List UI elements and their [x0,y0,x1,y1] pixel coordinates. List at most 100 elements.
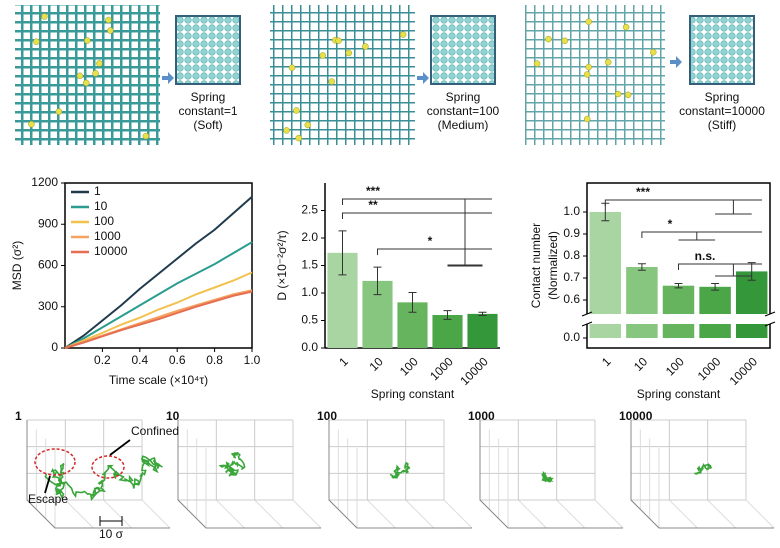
x-tick-label: 0.4 [131,353,148,367]
bar [662,285,695,338]
axis-frame [26,420,170,529]
annotation-arrow [44,439,131,494]
particle [583,115,591,123]
legend-label: 1000 [94,229,121,243]
lattice-image [270,5,415,145]
plot-frame [586,182,771,349]
trajectory [218,451,246,477]
top-row [15,5,755,145]
axis-break [581,314,776,324]
significance-bracket [604,199,762,215]
x-tick-label: 10000 [457,354,491,388]
y-tick-label: 0.9 [563,226,580,240]
error-bar [674,283,683,289]
particle [399,31,407,38]
grid-line [668,499,698,529]
y-tick-label: 0.8 [563,248,580,262]
y-tick-label: 0.0 [301,340,318,354]
bar [467,313,498,348]
axis-frame [479,420,623,529]
axis-frame [177,420,321,529]
grid-line [594,499,624,529]
inset-image [175,15,241,85]
grid-line [103,499,133,529]
grid-line [366,499,396,529]
particle [345,49,353,57]
grid-line [707,499,737,529]
panel-label: 1 [15,409,22,423]
significance-bracket [342,198,492,266]
legend-label: 100 [94,214,114,228]
inset-label: Spring [446,90,481,104]
trajectory-panel: 10 [166,409,322,529]
x-tick-label: 1 [336,354,351,369]
line [64,196,253,349]
y-tick-label: 300 [38,299,58,313]
particle [288,64,296,71]
y-tick-label: 0.7 [563,270,580,284]
y-tick-label: 0.0 [563,330,580,344]
x-tick-label: 1.0 [244,353,261,367]
y-axis-label: D (×10⁻²σ²/τ) [275,230,289,300]
line [64,241,253,349]
inset-label: Spring [705,90,740,104]
x-tick-label: 10 [367,354,387,374]
particle [533,60,541,67]
significance-label: *** [366,184,380,198]
particle [92,70,99,77]
grid-line [215,499,245,529]
grid-line [517,499,547,529]
grid-line [405,499,435,529]
particle [76,72,84,80]
trajectory [44,455,163,502]
bar [699,286,731,338]
lattice-image [15,5,160,145]
scale-bar [99,516,123,526]
grid-line [556,499,586,529]
significance-bracket [377,248,492,267]
error-bar [443,310,452,320]
significance-bracket [678,263,762,277]
particle [335,37,342,44]
significance-label: ** [368,198,378,212]
particle [362,43,369,50]
particle [107,27,114,34]
y-tick-label: 1200 [31,175,58,189]
inset-label: constant=100 [427,104,500,118]
y-tick-label: 0.6 [563,292,580,306]
x-tick-label: 100 [663,354,687,378]
x-tick-label: 1000 [695,354,724,383]
arrow [417,72,429,84]
line [64,290,253,349]
significance-label: n.s. [695,249,716,263]
panel-label: 1000 [468,409,495,423]
break-mark [764,311,776,327]
y-tick-label: 0 [51,340,58,354]
particle [585,63,592,71]
particle [624,91,632,99]
bar [432,315,463,348]
x-tick-label: 1000 [427,354,456,383]
trajectory-panel: 1000 [468,409,624,529]
y-tick-label: 1.5 [301,258,318,272]
y-tick-label: 900 [38,216,58,230]
particle [328,78,336,85]
particle [96,60,103,67]
grid-line [292,499,322,529]
particle [561,37,569,45]
inset-label: Spring [191,90,226,104]
panel-label: 100 [317,409,337,423]
bar [735,271,768,338]
particle [293,107,300,114]
inset-label: (Soft) [193,118,222,132]
error-bar [478,311,487,317]
axis-frame [328,420,472,529]
inset-label: (Medium) [438,118,489,132]
grid-line [254,499,284,529]
x-axis-label: Spring constant [371,387,455,401]
x-tick-label: 10 [631,354,651,374]
inset-image [430,15,496,85]
x-tick-label: 100 [397,354,421,378]
x-axis-label: Spring constant [637,387,721,401]
error-bar [637,263,646,271]
